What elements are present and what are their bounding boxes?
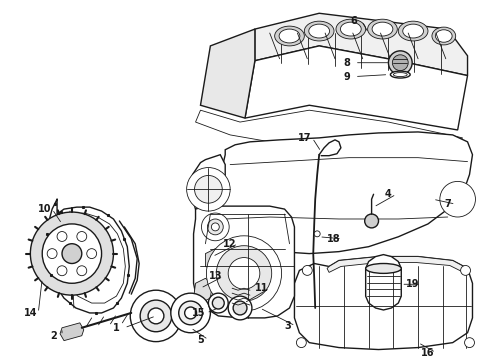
Circle shape (391, 55, 407, 71)
Text: 10: 10 (38, 204, 51, 214)
Polygon shape (244, 46, 467, 130)
Ellipse shape (402, 24, 423, 38)
Circle shape (228, 296, 251, 320)
Text: 7: 7 (444, 199, 450, 209)
Ellipse shape (365, 264, 401, 273)
Ellipse shape (274, 26, 304, 46)
Text: 11: 11 (255, 283, 268, 293)
Text: 13: 13 (208, 271, 222, 282)
Circle shape (77, 266, 86, 276)
Circle shape (228, 257, 259, 289)
Polygon shape (193, 206, 294, 318)
Polygon shape (220, 132, 471, 253)
Text: 9: 9 (343, 72, 349, 82)
Text: 18: 18 (326, 234, 340, 244)
Circle shape (130, 290, 182, 342)
Polygon shape (190, 155, 225, 214)
Text: 6: 6 (350, 16, 356, 26)
Circle shape (62, 244, 81, 264)
Ellipse shape (279, 29, 299, 43)
Circle shape (460, 265, 469, 275)
Circle shape (212, 297, 224, 309)
Ellipse shape (335, 19, 365, 39)
Polygon shape (205, 249, 222, 270)
Text: 19: 19 (406, 279, 419, 289)
Circle shape (86, 249, 97, 258)
Ellipse shape (304, 21, 333, 41)
Ellipse shape (389, 71, 409, 78)
Circle shape (439, 181, 474, 217)
Polygon shape (294, 257, 471, 350)
Text: 5: 5 (197, 335, 203, 345)
Circle shape (170, 293, 210, 333)
Circle shape (216, 246, 271, 301)
Circle shape (314, 231, 320, 237)
Text: 8: 8 (343, 58, 349, 68)
Ellipse shape (308, 24, 329, 38)
Circle shape (206, 236, 281, 311)
Circle shape (148, 308, 163, 324)
Circle shape (57, 266, 67, 276)
Text: 2: 2 (51, 331, 58, 341)
Ellipse shape (367, 19, 397, 39)
Circle shape (57, 231, 67, 242)
Circle shape (208, 293, 228, 313)
Circle shape (233, 301, 246, 315)
Polygon shape (193, 278, 212, 303)
Ellipse shape (398, 21, 427, 41)
Text: 12: 12 (223, 239, 236, 249)
Text: 1: 1 (113, 323, 120, 333)
Ellipse shape (371, 22, 392, 36)
Circle shape (42, 224, 102, 283)
Circle shape (194, 175, 222, 203)
Polygon shape (195, 110, 462, 148)
Polygon shape (254, 13, 467, 76)
Circle shape (184, 307, 196, 319)
Circle shape (364, 214, 378, 228)
Circle shape (201, 213, 229, 241)
Text: 3: 3 (284, 321, 290, 331)
Ellipse shape (392, 73, 407, 77)
Text: 15: 15 (191, 308, 205, 318)
Polygon shape (326, 257, 467, 273)
Ellipse shape (340, 22, 361, 36)
Circle shape (186, 167, 230, 211)
Circle shape (47, 249, 57, 258)
Circle shape (140, 300, 171, 332)
Circle shape (296, 338, 305, 347)
Circle shape (178, 301, 202, 325)
Ellipse shape (431, 27, 455, 45)
Circle shape (464, 338, 473, 347)
Circle shape (77, 231, 86, 242)
Text: 14: 14 (23, 308, 37, 318)
Ellipse shape (435, 30, 451, 42)
Text: 4: 4 (384, 189, 391, 199)
Circle shape (30, 212, 113, 295)
Circle shape (207, 219, 223, 235)
Circle shape (302, 265, 312, 275)
Polygon shape (200, 29, 254, 118)
Polygon shape (365, 255, 401, 310)
Circle shape (211, 223, 219, 231)
Text: 17: 17 (297, 133, 310, 143)
Text: 16: 16 (420, 347, 434, 357)
Polygon shape (60, 323, 83, 341)
Circle shape (387, 51, 411, 75)
